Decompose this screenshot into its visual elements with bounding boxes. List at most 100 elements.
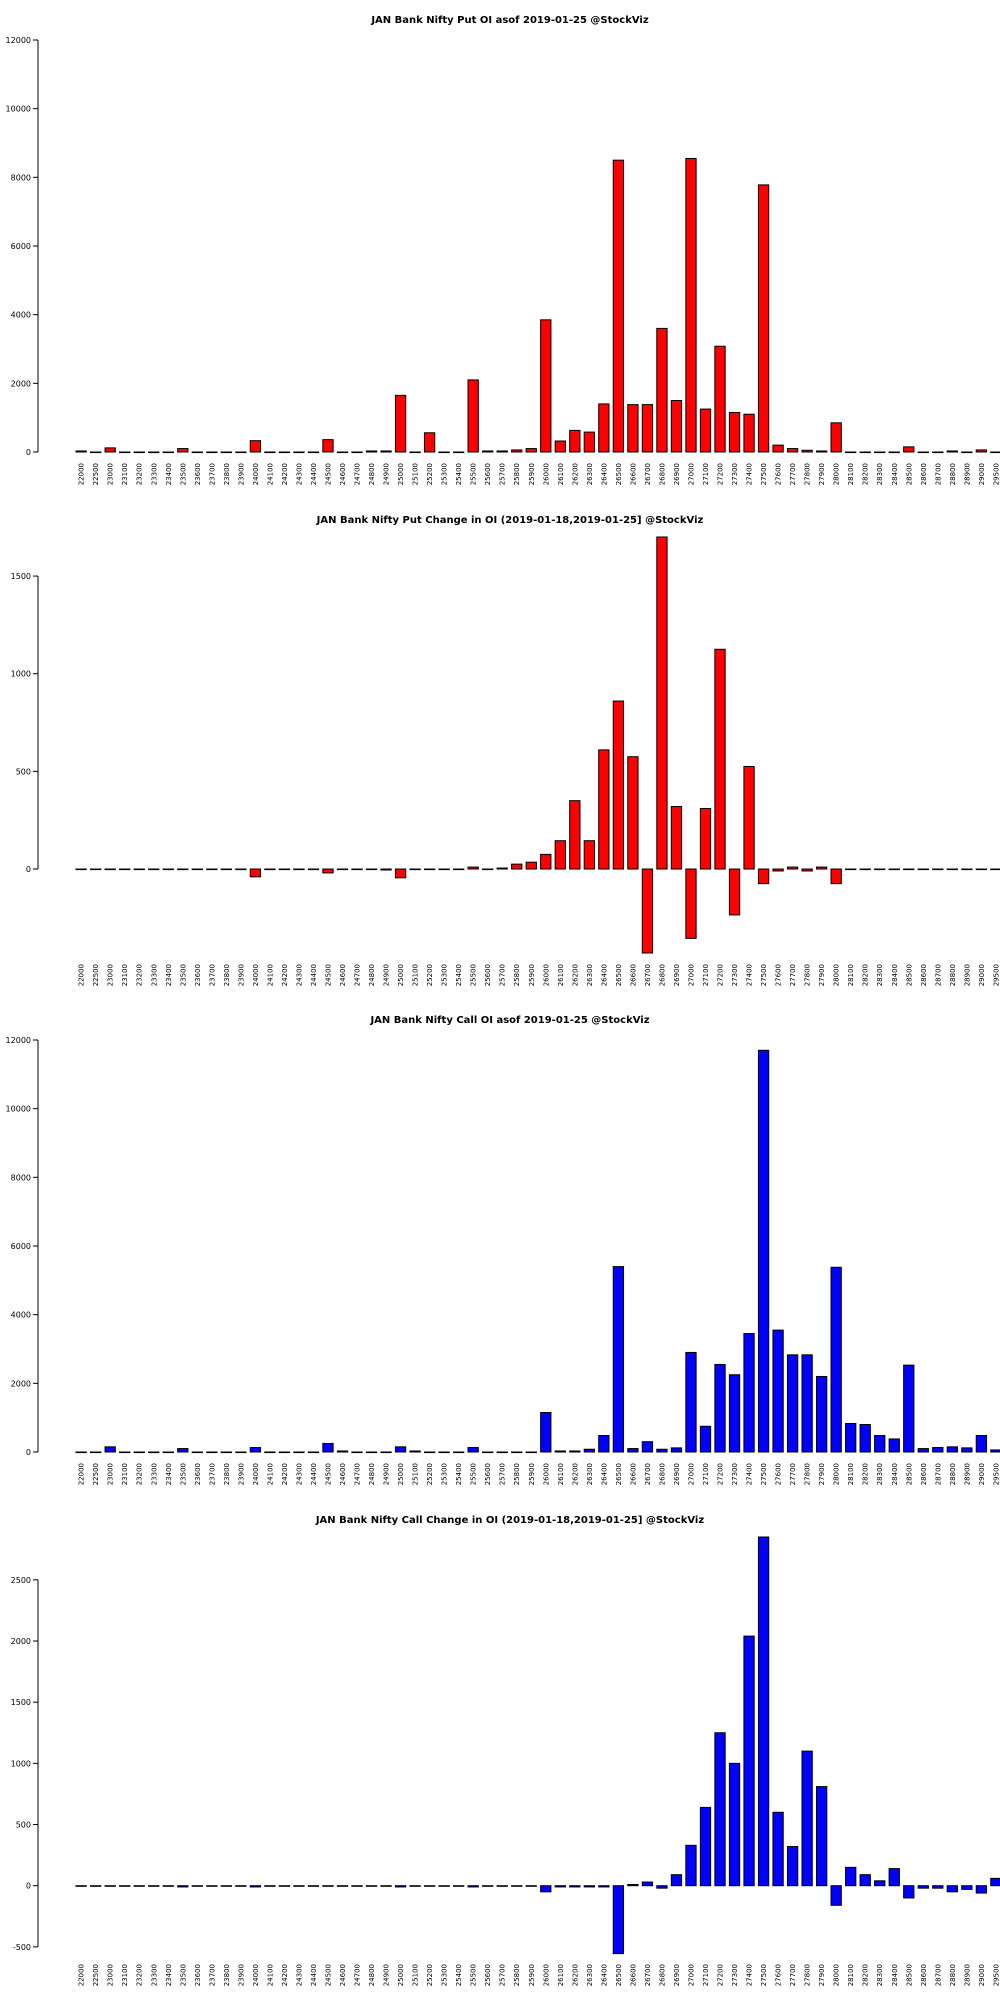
x-tick-label: 26200 bbox=[571, 1463, 579, 1485]
x-tick-label: 27300 bbox=[731, 463, 739, 485]
x-tick-label: 26700 bbox=[644, 463, 652, 485]
bar-28000 bbox=[830, 422, 842, 453]
x-tick-label: 26600 bbox=[629, 964, 637, 986]
bar-26500 bbox=[612, 159, 625, 453]
bar-24800 bbox=[365, 868, 378, 871]
y-tick-label: 0 bbox=[26, 1882, 31, 1891]
bar-23100 bbox=[119, 1885, 131, 1887]
bar-25100 bbox=[409, 868, 421, 871]
x-tick-label: 25900 bbox=[528, 964, 536, 986]
x-tick-label: 24500 bbox=[324, 463, 332, 485]
x-tick-label: 26900 bbox=[673, 1463, 681, 1485]
y-tick-label: 500 bbox=[16, 767, 31, 776]
x-tick-label: 28300 bbox=[876, 463, 884, 485]
bar-26400 bbox=[598, 1435, 610, 1453]
bar-24200 bbox=[278, 1885, 291, 1887]
x-tick-label: 25100 bbox=[412, 1964, 420, 1986]
bar-25200 bbox=[423, 432, 436, 453]
bar-23500 bbox=[177, 1448, 189, 1453]
x-tick-label: 23700 bbox=[208, 964, 216, 986]
bar-27100 bbox=[699, 1425, 712, 1453]
x-tick-label: 24700 bbox=[354, 463, 362, 485]
bar-24400 bbox=[307, 868, 320, 871]
bar-27200 bbox=[714, 648, 726, 870]
bar-25300 bbox=[438, 868, 450, 871]
x-tick-label: 23400 bbox=[165, 1463, 173, 1485]
x-tick-label: 23300 bbox=[150, 1463, 158, 1485]
bar-26600 bbox=[627, 1448, 639, 1453]
x-tick-label: 27400 bbox=[746, 1964, 754, 1986]
x-tick-label: 24200 bbox=[281, 1964, 289, 1986]
bar-23000 bbox=[104, 868, 116, 871]
x-tick-label: 23000 bbox=[107, 463, 115, 485]
bar-26800 bbox=[656, 1448, 668, 1453]
bar-23500 bbox=[177, 448, 189, 453]
x-tick-label: 25800 bbox=[513, 463, 521, 485]
x-tick-label: 23700 bbox=[208, 463, 216, 485]
x-tick-label: 27400 bbox=[746, 964, 754, 986]
bar-25700 bbox=[496, 1451, 508, 1454]
x-tick-label: 26300 bbox=[586, 463, 594, 485]
y-tick-label: 8000 bbox=[11, 173, 31, 182]
bar-29000 bbox=[975, 1885, 988, 1894]
x-tick-label: 27600 bbox=[775, 1463, 783, 1485]
x-tick-label: 29000 bbox=[978, 1463, 986, 1485]
y-tick-label: 8000 bbox=[11, 1173, 31, 1182]
x-tick-label: 26100 bbox=[557, 1463, 565, 1485]
bar-28100 bbox=[845, 868, 857, 871]
bar-24400 bbox=[307, 1885, 320, 1887]
bar-26400 bbox=[598, 403, 610, 453]
x-tick-label: 26200 bbox=[571, 964, 579, 986]
bar-24500 bbox=[322, 439, 334, 453]
x-tick-label: 27700 bbox=[789, 1964, 797, 1986]
x-tick-label: 24600 bbox=[339, 964, 347, 986]
x-tick-label: 23400 bbox=[165, 1964, 173, 1986]
x-tick-label: 26200 bbox=[571, 463, 579, 485]
bar-29500 bbox=[990, 1449, 1000, 1453]
x-tick-label: 27200 bbox=[717, 1463, 725, 1485]
bar-27900 bbox=[816, 450, 828, 453]
x-tick-label: 25500 bbox=[470, 463, 478, 485]
bar-26000 bbox=[540, 1885, 552, 1893]
x-tick-label: 28500 bbox=[905, 463, 913, 485]
bar-27900 bbox=[816, 866, 828, 870]
bar-28900 bbox=[961, 868, 973, 871]
bar-23700 bbox=[206, 1451, 218, 1454]
x-tick-label: 23600 bbox=[194, 1463, 202, 1485]
x-tick-label: 26800 bbox=[658, 463, 666, 485]
x-tick-label: 25700 bbox=[499, 1964, 507, 1986]
x-tick-label: 24500 bbox=[324, 1964, 332, 1986]
x-tick-label: 25500 bbox=[470, 1964, 478, 1986]
x-tick-label: 28000 bbox=[833, 964, 841, 986]
put-change-oi-chart-svg: JAN Bank Nifty Put Change in OI (2019-01… bbox=[11, 515, 1000, 986]
x-tick-label: 28200 bbox=[862, 964, 870, 986]
x-tick-label: 28700 bbox=[934, 1964, 942, 1986]
bar-27300 bbox=[728, 1374, 741, 1453]
x-tick-label: 24200 bbox=[281, 1463, 289, 1485]
x-tick-label: 25000 bbox=[397, 1463, 405, 1485]
x-tick-label: 25600 bbox=[484, 1964, 492, 1986]
bar-24300 bbox=[293, 1451, 305, 1454]
x-tick-label: 25100 bbox=[412, 463, 420, 485]
y-tick-label: 6000 bbox=[11, 242, 31, 251]
bar-27100 bbox=[699, 408, 712, 453]
x-tick-label: 23800 bbox=[223, 1463, 231, 1485]
x-tick-label: 28200 bbox=[862, 1964, 870, 1986]
x-tick-label: 23600 bbox=[194, 1964, 202, 1986]
bar-23000 bbox=[104, 1446, 116, 1453]
bar-27400 bbox=[743, 413, 755, 453]
x-tick-label: 27500 bbox=[760, 1463, 768, 1485]
x-tick-label: 28500 bbox=[905, 964, 913, 986]
bar-24600 bbox=[336, 1885, 349, 1887]
bar-27500 bbox=[757, 1049, 770, 1453]
bar-23100 bbox=[119, 868, 131, 871]
x-tick-label: 24600 bbox=[339, 1463, 347, 1485]
y-tick-label: 2000 bbox=[11, 379, 31, 388]
bar-23300 bbox=[148, 1885, 160, 1887]
x-tick-label: 27300 bbox=[731, 1964, 739, 1986]
bar-26300 bbox=[583, 840, 595, 870]
x-tick-label: 25800 bbox=[513, 964, 521, 986]
x-tick-label: 25300 bbox=[441, 1463, 449, 1485]
x-tick-label: 26600 bbox=[629, 1964, 637, 1986]
x-tick-label: 25100 bbox=[412, 964, 420, 986]
